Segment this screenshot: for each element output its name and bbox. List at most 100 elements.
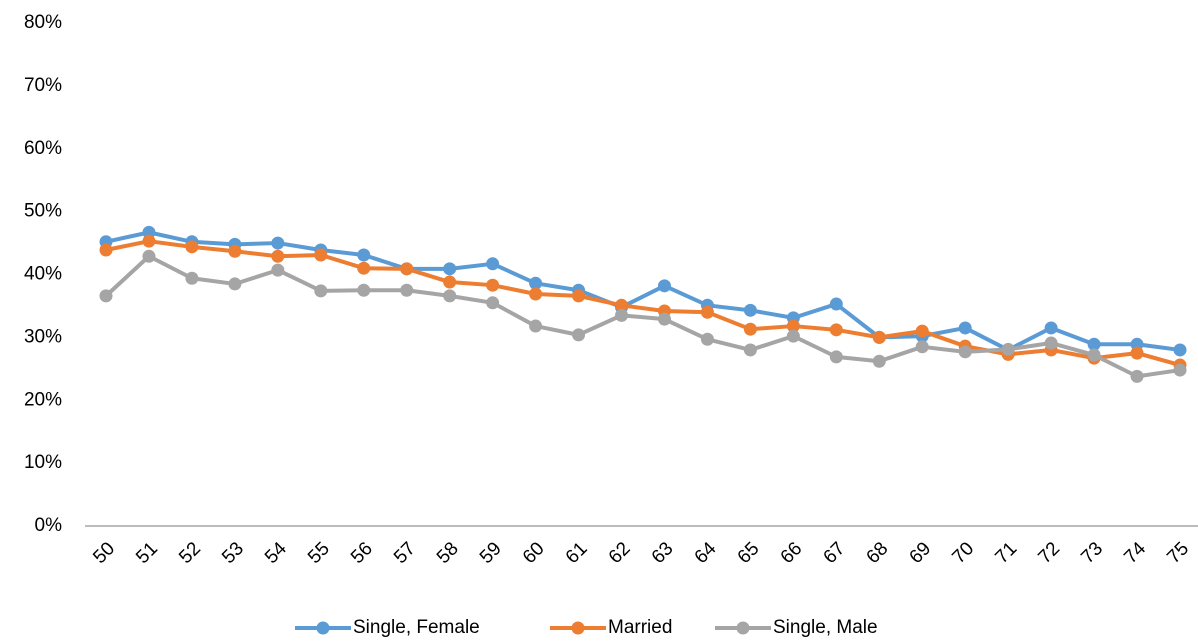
x-tick-label: 71 [991,538,1021,568]
x-tick-label: 55 [304,538,334,568]
data-point [142,234,156,248]
data-point [400,262,414,276]
data-point [1130,346,1144,360]
x-tick-label: 70 [948,538,978,568]
data-point [400,283,414,297]
data-point [142,249,156,263]
data-point [743,343,757,357]
x-tick-label: 58 [433,538,463,568]
x-tick-label: 63 [648,538,678,568]
data-point [314,284,328,298]
data-point [443,275,457,289]
data-point [357,248,371,262]
data-point [1173,343,1187,357]
data-point [786,319,800,333]
data-point [271,236,285,250]
data-point [1087,348,1101,362]
x-tick-label: 67 [820,538,850,568]
y-tick-label: 20% [24,389,62,410]
x-tick-label: 65 [734,538,764,568]
y-tick-label: 80% [24,12,62,33]
x-tick-label: 51 [132,538,162,568]
data-point [872,354,886,368]
data-point [314,248,328,262]
data-point [657,312,671,326]
data-point [615,298,629,312]
data-point [443,289,457,303]
data-point [872,330,886,344]
data-point [185,271,199,285]
data-point [228,277,242,291]
x-tick-label: 66 [777,538,807,568]
data-point [829,323,843,337]
x-tick-label: 73 [1077,538,1107,568]
data-point [1173,363,1187,377]
x-tick-label: 54 [261,538,291,568]
data-point [915,324,929,338]
x-tick-label: 61 [562,538,592,568]
data-point [529,276,543,290]
data-point [743,322,757,336]
data-point [185,240,199,254]
y-tick-label: 10% [24,452,62,473]
x-tick-label: 52 [175,538,205,568]
data-point [486,296,500,310]
data-point [99,289,113,303]
series-line [105,239,1181,367]
data-point [271,263,285,277]
x-tick-label: 59 [476,538,506,568]
y-tick-label: 70% [24,75,62,96]
y-tick-label: 60% [24,138,62,159]
legend-marker [736,621,750,635]
data-point [786,329,800,343]
data-point [443,262,457,276]
data-point [829,297,843,311]
y-tick-label: 40% [24,264,62,285]
data-point [615,308,629,322]
x-tick-label: 74 [1120,538,1150,568]
series-line [104,254,1181,379]
x-tick-label: 56 [347,538,377,568]
data-point [700,332,714,346]
data-point [486,257,500,271]
x-tick-label: 72 [1034,538,1064,568]
x-tick-label: 62 [605,538,635,568]
data-point [529,319,543,333]
data-point [1087,337,1101,351]
data-point [486,278,500,292]
legend-marker [316,621,330,635]
y-tick-label: 0% [35,515,63,536]
data-point [228,244,242,258]
legend-label: Married [608,617,672,638]
data-point [657,279,671,293]
data-point [1044,336,1058,350]
x-tick-label: 68 [863,538,893,568]
legend-label: Single, Male [773,617,878,638]
data-point [572,289,586,303]
series-line [105,230,1181,352]
data-point [915,340,929,354]
x-tick-label: 50 [89,538,119,568]
x-tick-label: 53 [218,538,248,568]
data-point [1001,342,1015,356]
data-point [99,243,113,257]
x-tick-label: 60 [519,538,549,568]
data-point [572,328,586,342]
data-point [1130,369,1144,383]
legend-marker [571,621,585,635]
y-tick-label: 50% [24,201,62,222]
x-tick-label: 75 [1163,538,1193,568]
x-tick-label: 64 [691,538,721,568]
data-point [829,350,843,364]
x-tick-label: 57 [390,538,420,568]
data-point [1044,321,1058,335]
x-tick-label: 69 [906,538,936,568]
data-point [529,287,543,301]
data-point [357,283,371,297]
data-point [700,305,714,319]
data-point [743,303,757,317]
y-tick-label: 30% [24,326,62,347]
legend-label: Single, Female [353,617,480,638]
